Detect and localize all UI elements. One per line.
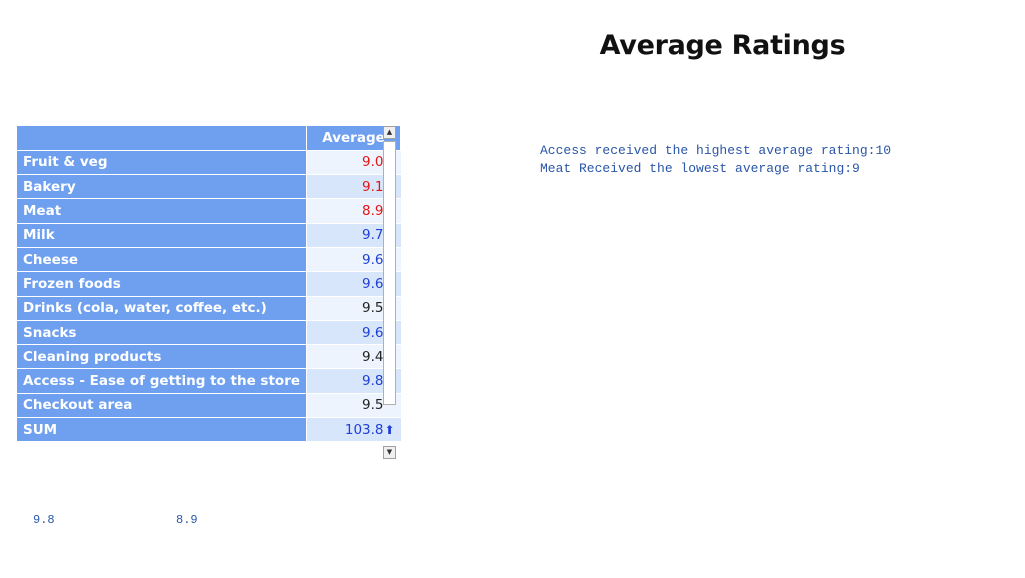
table-row: Cleaning products 9.4 — [17, 344, 401, 370]
row-average-value: 9.6 — [362, 275, 384, 292]
scroll-up-button[interactable]: ▲ — [383, 126, 396, 139]
table-row: Access - Ease of getting to the store 9.8… — [17, 368, 401, 394]
highest-rating-text: Access received the highest average rati… — [540, 143, 892, 158]
row-category-label: SUM — [17, 417, 308, 443]
rating-summary: Access received the highest average rati… — [540, 142, 891, 178]
row-category-label: Snacks — [17, 320, 308, 346]
table-row: Drinks (cola, water, coffee, etc.) 9.5 — [17, 296, 401, 321]
row-average-value: 9.5 — [362, 300, 384, 317]
lowest-rating-text: Meat Received the lowest average rating:… — [540, 161, 860, 176]
ratings-table: Average Fruit & veg9.0⬇Bakery9.1⬇Meat8.9… — [17, 126, 402, 443]
scroll-track[interactable] — [383, 141, 396, 405]
row-category-label: Bakery — [17, 174, 308, 200]
row-average-value: 9.0 — [362, 154, 384, 171]
row-average-value: 9.4 — [362, 348, 384, 365]
arrow-up-icon: ⬆ — [384, 422, 395, 437]
row-average-cell: 9.5 — [306, 393, 401, 419]
row-average-value: 9.1 — [362, 178, 384, 195]
row-average-value: 103.8 — [344, 421, 384, 438]
footer-value-right: 8.9 — [176, 513, 198, 527]
row-average-value: 9.8 — [362, 373, 384, 390]
table-row: Checkout area 9.5 — [17, 393, 401, 419]
row-average-value: 8.9 — [362, 203, 384, 220]
row-category-label: Milk — [17, 223, 308, 248]
row-category-label: Checkout area — [17, 393, 308, 419]
row-category-label: Meat — [17, 198, 308, 224]
table-scrollbar[interactable]: ▲ ▼ — [382, 126, 398, 460]
row-average-value: 9.7 — [362, 227, 384, 244]
row-category-label: Drinks (cola, water, coffee, etc.) — [17, 296, 308, 321]
row-category-label: Cheese — [17, 247, 308, 273]
scroll-down-button[interactable]: ▼ — [383, 446, 396, 459]
table-row: SUM 103.8⬆ — [17, 417, 401, 443]
table-header-row: Average — [17, 126, 402, 151]
row-category-label: Access - Ease of getting to the store — [17, 368, 308, 394]
footer-value-left: 9.8 — [33, 513, 55, 527]
row-category-label: Fruit & veg — [17, 150, 308, 176]
row-average-value: 9.6 — [362, 324, 384, 341]
ratings-table-container: Average Fruit & veg9.0⬇Bakery9.1⬇Meat8.9… — [17, 126, 402, 443]
row-average-value: 9.6 — [362, 251, 384, 268]
row-average-value: 9.5 — [362, 397, 384, 414]
row-category-label: Frozen foods — [17, 271, 308, 297]
table-body: Fruit & veg9.0⬇Bakery9.1⬇Meat8.9⬇Milk9.7… — [17, 150, 401, 443]
row-category-label: Cleaning products — [17, 344, 308, 370]
category-column-header — [17, 126, 308, 151]
page-title: Average Ratings — [599, 30, 846, 61]
row-average-cell: 103.8⬆ — [306, 417, 401, 443]
